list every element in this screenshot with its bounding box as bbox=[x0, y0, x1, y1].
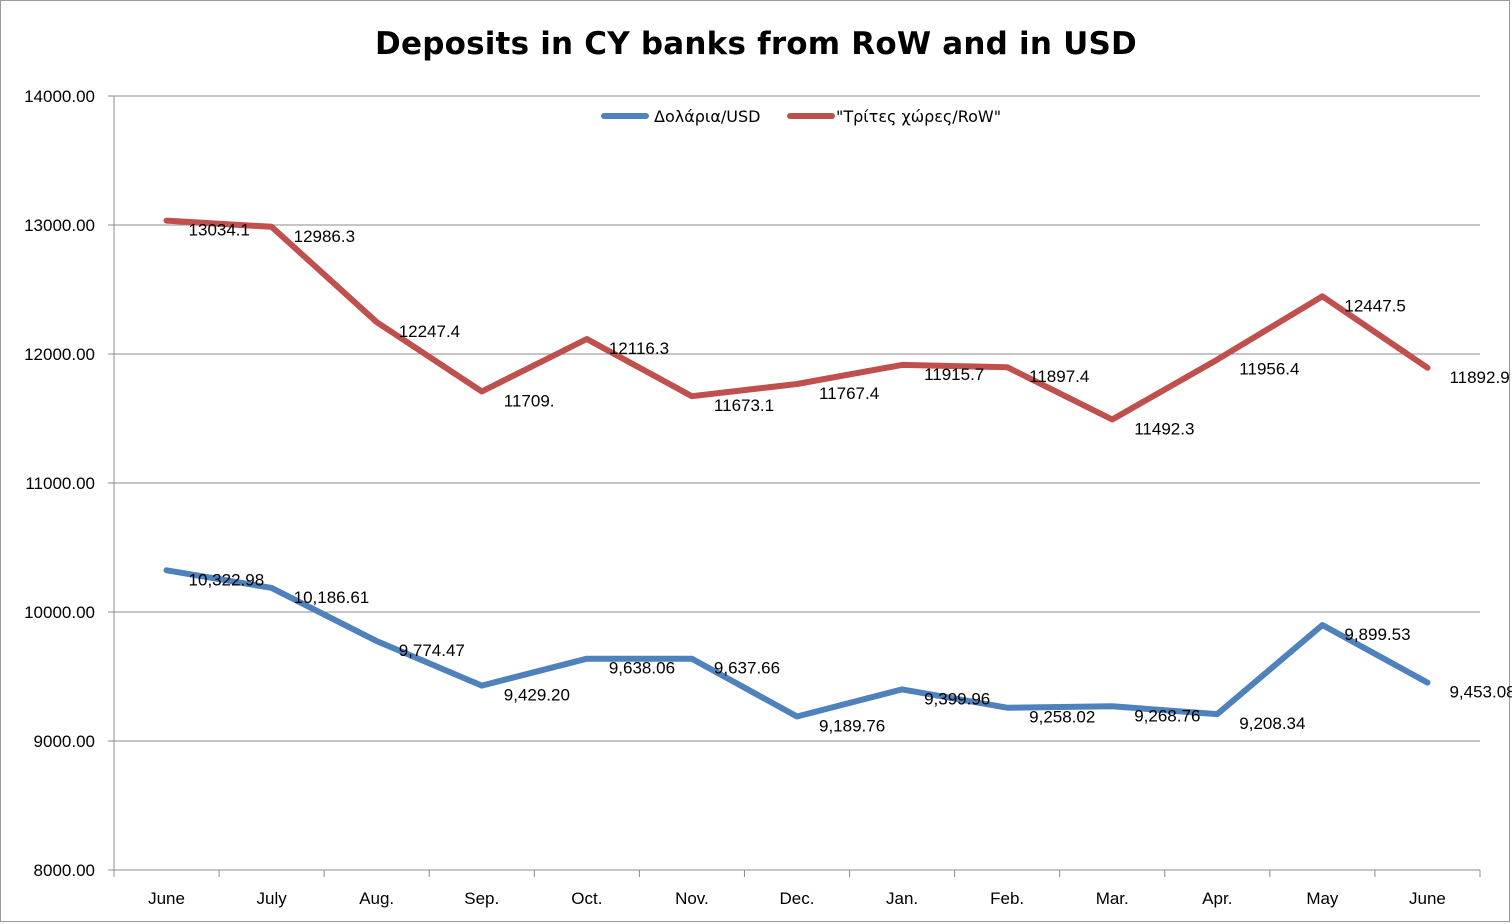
data-label: 9,637.66 bbox=[714, 659, 780, 678]
series-line-1 bbox=[163, 567, 1431, 720]
data-label: 12986.3 bbox=[294, 227, 355, 246]
data-label: 11767.4 bbox=[819, 384, 879, 403]
data-label: 9,899.53 bbox=[1344, 625, 1410, 644]
chart-title: Deposits in CY banks from RoW and in USD bbox=[375, 26, 1137, 62]
data-label: 10,186.61 bbox=[294, 588, 370, 607]
y-tick-label: 13000.00 bbox=[24, 216, 95, 235]
y-tick-label: 12000.00 bbox=[24, 345, 95, 364]
y-tick-label: 9000.00 bbox=[34, 732, 95, 751]
x-tick-label: Jan. bbox=[886, 889, 918, 908]
data-label: 11709. bbox=[504, 392, 555, 411]
x-tick-label: May bbox=[1306, 889, 1339, 908]
data-label: 9,774.47 bbox=[399, 641, 465, 660]
data-label: 12447.5 bbox=[1344, 296, 1405, 315]
data-label: 12116.3 bbox=[609, 339, 669, 358]
y-tick-label: 11000.00 bbox=[25, 474, 95, 493]
legend-label-1: Δολάρια/USD bbox=[654, 107, 760, 126]
y-tick-label: 10000.00 bbox=[24, 603, 95, 622]
data-label: 9,399.96 bbox=[924, 689, 990, 708]
x-tick-label: Dec. bbox=[780, 889, 815, 908]
data-label: 9,638.06 bbox=[609, 659, 675, 678]
data-label: 10,322.98 bbox=[189, 570, 265, 589]
x-tick-label: Oct. bbox=[571, 889, 602, 908]
data-label: 11673.1 bbox=[714, 396, 774, 415]
x-tick-label: Nov. bbox=[675, 889, 709, 908]
y-tick-label: 8000.00 bbox=[34, 861, 95, 880]
series-line-2 bbox=[163, 217, 1431, 423]
data-label: 11892.9 bbox=[1449, 368, 1509, 387]
data-label: 9,453.08 bbox=[1449, 683, 1512, 702]
data-label: 9,189.76 bbox=[819, 717, 885, 736]
data-label: 9,429.20 bbox=[504, 686, 570, 705]
data-label: 12247.4 bbox=[399, 322, 460, 341]
x-tick-label: June bbox=[1409, 889, 1446, 908]
x-tick-label: June bbox=[148, 889, 185, 908]
data-label: 11897.4 bbox=[1029, 367, 1089, 386]
x-tick-label: July bbox=[256, 889, 287, 908]
x-tick-label: Feb. bbox=[990, 889, 1024, 908]
x-tick-label: Aug. bbox=[359, 889, 394, 908]
data-label: 13034.1 bbox=[189, 221, 250, 240]
data-label: 11956.4 bbox=[1239, 360, 1299, 379]
x-tick-label: Mar. bbox=[1096, 889, 1129, 908]
data-label: 9,208.34 bbox=[1239, 714, 1305, 733]
data-label: 9,258.02 bbox=[1029, 708, 1095, 727]
data-label: 11915.7 bbox=[924, 365, 984, 384]
x-tick-label: Apr. bbox=[1202, 889, 1232, 908]
data-label: 9,268.76 bbox=[1134, 706, 1200, 725]
x-tick-label: Sep. bbox=[464, 889, 499, 908]
y-tick-label: 14000.00 bbox=[24, 87, 95, 106]
data-label: 11492.3 bbox=[1134, 419, 1194, 438]
legend-label-2: "Τρίτες χώρες/RoW" bbox=[836, 107, 1001, 126]
